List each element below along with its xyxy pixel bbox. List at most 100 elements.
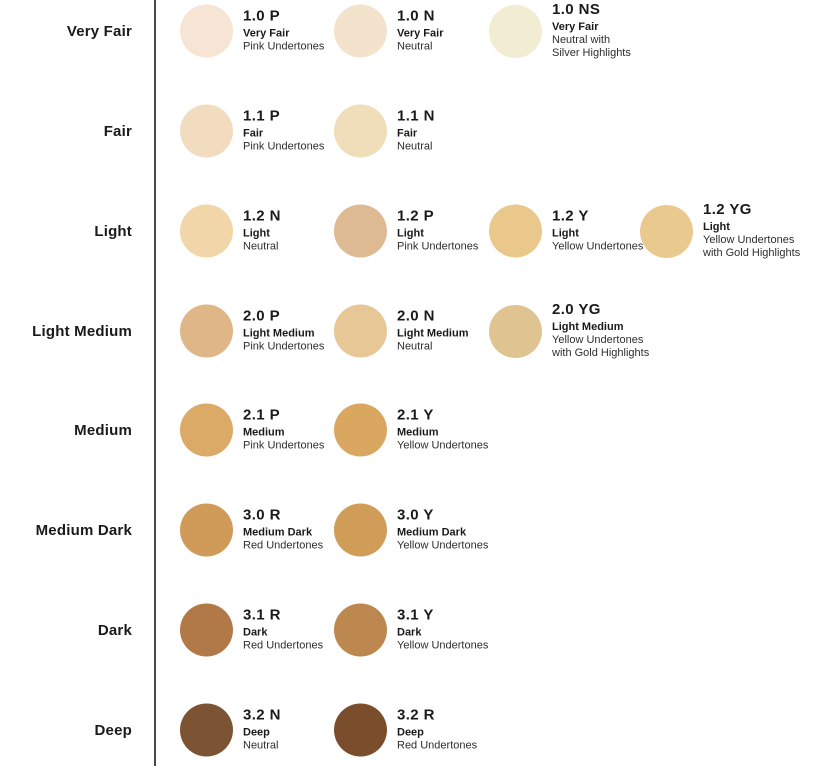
shade-cell: 3.2 N Deep Neutral	[180, 703, 281, 757]
shade-cell: 1.1 P Fair Pink Undertones	[180, 104, 324, 158]
shade-text-block: 3.0 R Medium Dark Red Undertones	[243, 507, 324, 553]
shade-undertone: Yellow Undertones with Gold Highlights	[552, 334, 649, 360]
shade-swatch-circle	[334, 4, 387, 58]
shade-undertone: Pink Undertones	[397, 241, 478, 254]
shade-cell: 1.0 NS Very Fair Neutral with Silver High…	[489, 2, 631, 60]
shade-code: 2.1 P	[243, 406, 281, 424]
category-label: Fair	[103, 122, 132, 140]
shade-text-block: 3.2 R Deep Red Undertones	[397, 706, 477, 753]
category-label: Medium	[74, 421, 132, 439]
shade-cell: 1.2 YG Light Yellow Undertones with Gold …	[640, 202, 800, 260]
shade-code: 3.2 N	[243, 706, 281, 724]
shade-name: Light	[703, 221, 730, 233]
shade-undertone-line: Pink Undertones	[243, 439, 325, 452]
category-divider-line	[154, 0, 156, 766]
shade-name: Deep	[397, 726, 424, 739]
shade-swatch-circle	[180, 403, 233, 457]
shade-code: 2.1 Y	[397, 406, 434, 424]
shade-name: Medium	[397, 426, 439, 439]
category-label: Deep	[94, 721, 132, 739]
category-label: Very Fair	[66, 22, 132, 40]
category-label: Light	[94, 222, 132, 240]
shade-code: 3.1 R	[243, 606, 281, 624]
shade-row: Very Fair 1.0 P Very Fair Pink Undertone…	[0, 2, 839, 60]
shade-code: 3.2 R	[397, 706, 435, 724]
shade-name: Dark	[243, 626, 268, 639]
shade-text-block: 2.1 Y Medium Yellow Undertones	[397, 406, 488, 453]
shade-swatch-circle	[489, 4, 542, 58]
shade-undertone: Pink Undertones	[243, 141, 324, 154]
shade-name: Deep	[243, 726, 270, 739]
shade-code: 1.1 N	[397, 107, 435, 125]
shade-text-block: 1.2 N Light Neutral	[243, 208, 281, 254]
shade-undertone-line: Red Undertones	[243, 639, 324, 652]
shade-text-block: 1.2 YG Light Yellow Undertones with Gold …	[703, 202, 800, 260]
shade-undertone-line: Pink Undertones	[243, 340, 325, 353]
shade-name: Medium Dark	[397, 526, 467, 539]
shade-undertone: Neutral	[397, 141, 435, 154]
shade-undertone-line: Yellow Undertones	[397, 539, 489, 552]
shade-row: Medium Dark 3.0 R Medium Dark Red Undert…	[0, 503, 839, 557]
shade-cell: 1.0 P Very Fair Pink Undertones	[180, 4, 324, 58]
shade-cell: 3.0 Y Medium Dark Yellow Undertones	[334, 503, 489, 557]
shade-text-block: 3.1 R Dark Red Undertones	[243, 606, 324, 653]
shade-swatch-circle	[180, 703, 233, 757]
shade-swatch-circle	[180, 104, 233, 158]
shade-code: 2.0 N	[397, 307, 435, 325]
shade-text-block: 2.0 N Light Medium Neutral	[397, 307, 469, 354]
shade-undertone-line: Yellow Undertones	[703, 234, 795, 246]
shade-undertone: Neutral with Silver Highlights	[552, 34, 631, 60]
shade-cell: 2.0 N Light Medium Neutral	[334, 304, 469, 358]
shade-swatch-circle	[334, 603, 387, 657]
shade-undertone-line: Neutral	[397, 40, 433, 53]
shade-swatch-circle	[489, 304, 542, 358]
shade-swatch-circle	[334, 304, 387, 358]
shade-swatch-circle	[334, 703, 387, 757]
shade-undertone: Yellow Undertones	[397, 640, 488, 653]
shade-cell: 2.0 YG Light Medium Yellow Undertones wit…	[489, 302, 649, 360]
shade-undertone: Pink Undertones	[243, 41, 324, 54]
shade-name: Very Fair	[397, 27, 444, 40]
shade-cell: 1.1 N Fair Neutral	[334, 104, 435, 158]
shade-text-block: 1.0 N Very Fair Neutral	[397, 8, 444, 54]
shade-undertone-line: Neutral with	[552, 34, 611, 46]
shade-swatch-circle	[489, 204, 542, 258]
shade-undertone-line: Red Undertones	[243, 539, 324, 552]
shade-text-block: 3.2 N Deep Neutral	[243, 706, 281, 753]
shade-cell: 1.2 P Light Pink Undertones	[334, 204, 478, 258]
shade-cell: 3.2 R Deep Red Undertones	[334, 703, 477, 757]
shade-name: Fair	[397, 127, 418, 140]
shade-undertone-line: Pink Undertones	[243, 140, 325, 153]
shade-cell: 1.2 Y Light Yellow Undertones	[489, 204, 643, 258]
shade-text-block: 1.0 P Very Fair Pink Undertones	[243, 7, 324, 54]
shade-undertone-line: Neutral	[243, 739, 279, 752]
shade-text-block: 1.2 Y Light Yellow Undertones	[552, 208, 643, 254]
shade-swatch-circle	[180, 204, 233, 258]
shade-name: Medium	[243, 426, 285, 439]
shade-code: 3.1 Y	[397, 606, 434, 624]
shade-name: Light	[397, 227, 424, 240]
shade-name: Medium Dark	[243, 526, 313, 539]
shade-code: 1.0 P	[243, 7, 281, 25]
shade-swatch-circle	[180, 304, 233, 358]
shade-name: Light	[552, 227, 579, 240]
shade-undertone: Yellow Undertones	[552, 241, 643, 254]
shade-row: Light 1.2 N Light Neutral 1.2 P Light Pi…	[0, 202, 839, 260]
shade-cell: 2.1 Y Medium Yellow Undertones	[334, 403, 488, 457]
shade-undertone-line: Neutral	[397, 140, 433, 153]
shade-undertone-line: with Gold Highlights	[552, 347, 650, 359]
shade-undertone: Red Undertones	[397, 740, 477, 753]
shade-row: Deep 3.2 N Deep Neutral 3.2 R Deep Red U…	[0, 703, 839, 757]
shade-undertone: Yellow Undertones	[397, 440, 488, 453]
shade-swatch-circle	[180, 4, 233, 58]
shade-undertone: Neutral	[397, 341, 469, 354]
category-label: Light Medium	[32, 322, 132, 340]
shade-cell: 3.1 R Dark Red Undertones	[180, 603, 324, 657]
shade-text-block: 2.0 P Light Medium Pink Undertones	[243, 308, 325, 354]
shade-name: Fair	[243, 127, 264, 140]
shade-row: Light Medium 2.0 P Light Medium Pink Und…	[0, 302, 839, 360]
shade-name: Very Fair	[243, 27, 290, 40]
shade-name: Light	[243, 227, 270, 240]
shade-undertone-line: Yellow Undertones	[397, 639, 489, 652]
shade-undertone-line: Pink Undertones	[243, 40, 325, 53]
